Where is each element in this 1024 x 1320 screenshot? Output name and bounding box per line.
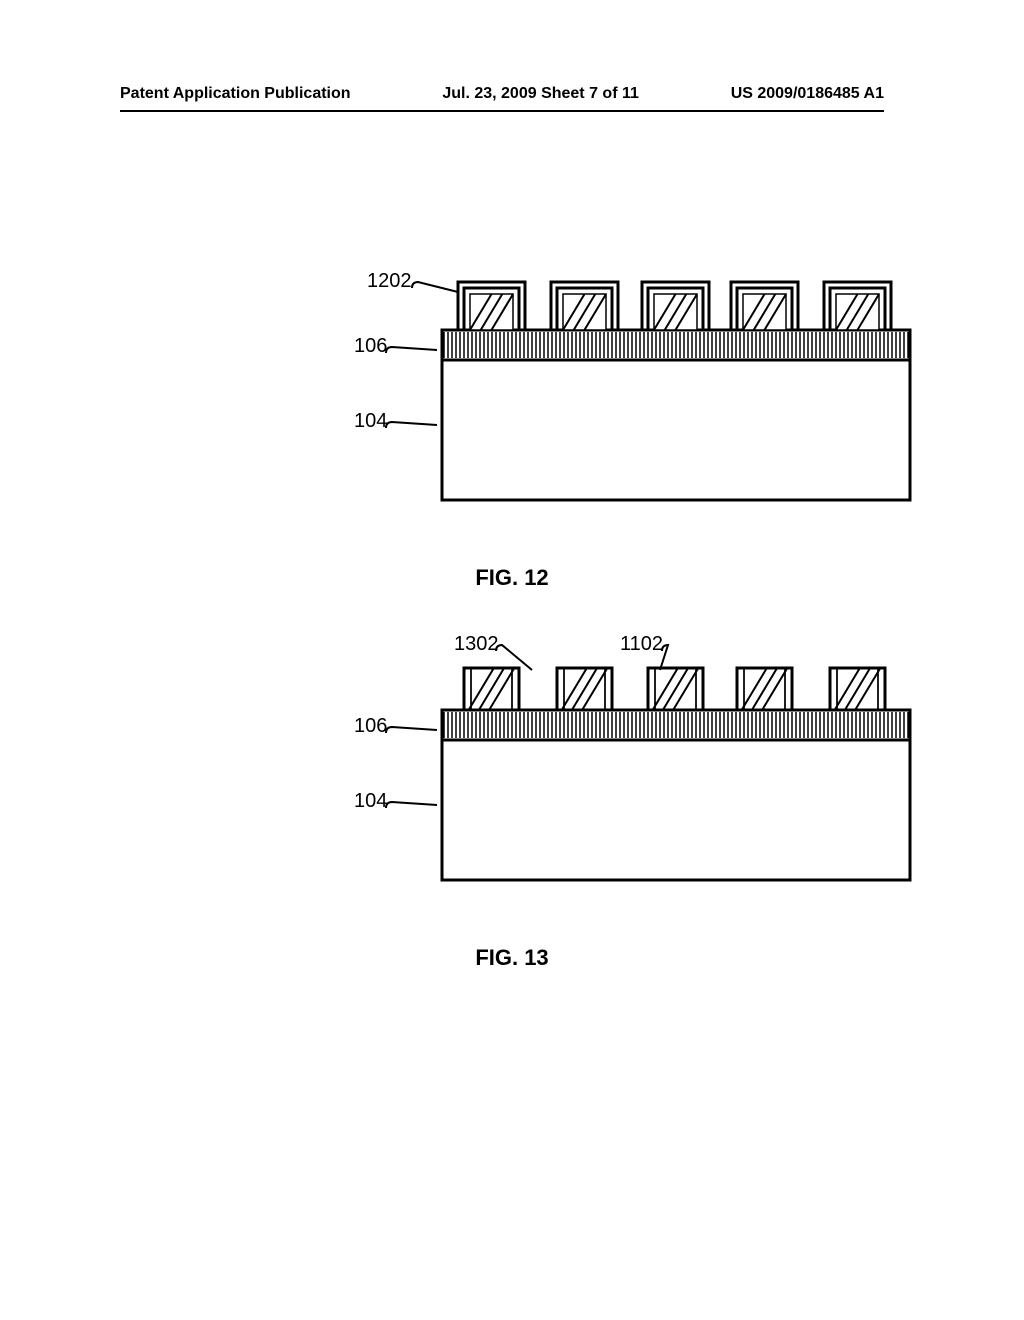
figure-13-caption: FIG. 13	[0, 945, 1024, 971]
reference-label-l104: 104	[354, 410, 387, 433]
page-header: Patent Application Publication Jul. 23, …	[120, 85, 884, 103]
header-left: Patent Application Publication	[120, 85, 351, 103]
reference-label-l1302: 1302	[454, 633, 499, 656]
reference-label-l106: 106	[354, 335, 387, 358]
figure-12-caption: FIG. 12	[0, 565, 1024, 591]
figure-13: 1302 1102 106 104 FIG. 13	[0, 630, 1024, 971]
header-right: US 2009/0186485 A1	[731, 85, 884, 103]
figure-12: 1202 106 104 FIG. 12	[0, 250, 1024, 591]
figure-13-diagram: 1302 1102 106 104	[162, 630, 862, 910]
header-center: Jul. 23, 2009 Sheet 7 of 11	[442, 85, 639, 103]
reference-label-l1102: 1102	[620, 633, 663, 656]
reference-label-l104: 104	[354, 790, 387, 813]
reference-label-l106: 106	[354, 715, 387, 738]
figure-12-diagram: 1202 106 104	[162, 250, 862, 530]
header-rule	[120, 110, 884, 112]
reference-label-l1202: 1202	[367, 270, 412, 293]
